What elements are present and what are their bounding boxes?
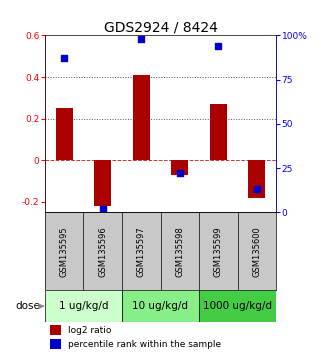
Text: GSM135599: GSM135599 xyxy=(214,226,223,277)
Bar xyxy=(94,160,111,206)
Bar xyxy=(49,325,61,335)
Point xyxy=(216,43,221,49)
Text: 1000 ug/kg/d: 1000 ug/kg/d xyxy=(203,301,272,311)
Bar xyxy=(45,290,122,322)
Point xyxy=(139,36,144,42)
Text: GSM135597: GSM135597 xyxy=(137,226,146,277)
Bar xyxy=(199,290,276,322)
Bar xyxy=(122,290,199,322)
Bar xyxy=(248,160,265,198)
Bar xyxy=(133,75,150,160)
Text: 10 ug/kg/d: 10 ug/kg/d xyxy=(133,301,188,311)
Title: GDS2924 / 8424: GDS2924 / 8424 xyxy=(104,20,217,34)
Bar xyxy=(56,108,73,160)
Text: GSM135598: GSM135598 xyxy=(175,226,184,277)
Point xyxy=(254,187,259,192)
Point xyxy=(100,206,105,212)
Point xyxy=(177,171,182,176)
Bar xyxy=(210,104,227,160)
Text: dose: dose xyxy=(15,301,40,311)
Text: GSM135595: GSM135595 xyxy=(60,226,69,277)
Text: GSM135596: GSM135596 xyxy=(98,226,107,277)
Bar xyxy=(171,160,188,175)
Text: 1 ug/kg/d: 1 ug/kg/d xyxy=(59,301,108,311)
Point xyxy=(62,56,67,61)
Text: GSM135600: GSM135600 xyxy=(252,226,261,277)
Text: percentile rank within the sample: percentile rank within the sample xyxy=(68,340,221,349)
Text: log2 ratio: log2 ratio xyxy=(68,326,111,335)
Bar xyxy=(49,339,61,349)
